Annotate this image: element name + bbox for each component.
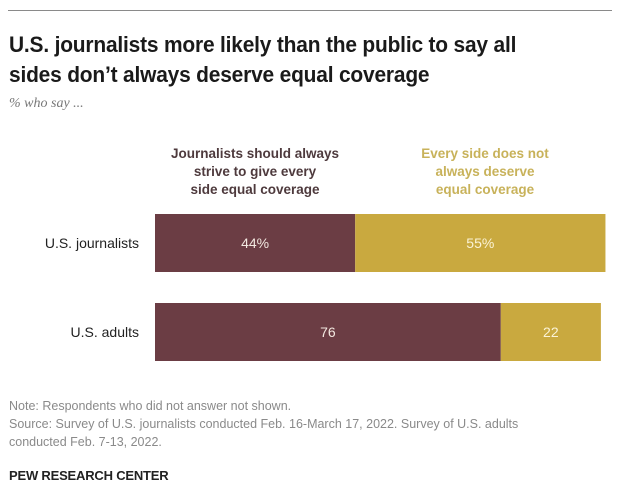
chart-subtitle: % who say ... (9, 96, 84, 111)
source-text-line2: conducted Feb. 7-13, 2022. (9, 435, 162, 449)
top-rule (8, 10, 612, 11)
legend-line: strive to give every (193, 164, 317, 179)
category-label: U.S. adults (71, 324, 139, 340)
legend-line: Every side does not (421, 146, 549, 161)
legend-line: side equal coverage (190, 182, 320, 197)
legend-journalists-should: Journalists should always strive to give… (150, 145, 360, 199)
legend-every-side-not: Every side does not always deserve equal… (400, 145, 570, 199)
source-text-line1: Source: Survey of U.S. journalists condu… (9, 417, 519, 431)
legend-line: Journalists should always (170, 146, 340, 161)
chart-title: U.S. journalists more likely than the pu… (9, 32, 517, 87)
legend-line: always deserve (435, 164, 535, 179)
bar-value-label: 76 (320, 324, 336, 340)
note-text: Note: Respondents who did not answer not… (9, 399, 292, 413)
bar-segment (355, 214, 606, 272)
bar-segment (155, 303, 501, 361)
bar-value-label: 44% (241, 235, 269, 251)
brand-label: PEW RESEARCH CENTER (9, 468, 169, 483)
bar-segment (500, 303, 601, 361)
category-label: U.S. journalists (45, 235, 139, 251)
bar-value-label: 22 (543, 324, 559, 340)
legend-line: equal coverage (435, 182, 535, 197)
bar-value-label: 55% (466, 235, 494, 251)
bar-segment (155, 214, 356, 272)
